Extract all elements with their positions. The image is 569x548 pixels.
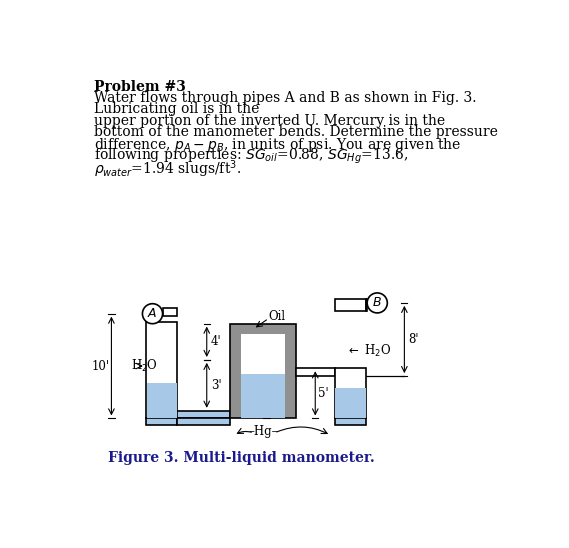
Text: 4': 4' (211, 335, 221, 349)
Bar (230, 324, 296, 419)
Text: $\rho_{water}$=1.94 slugs/ft$^3$.: $\rho_{water}$=1.94 slugs/ft$^3$. (94, 158, 242, 180)
Text: 4': 4' (270, 390, 280, 403)
Text: 3': 3' (211, 379, 221, 392)
Text: Oil: Oil (269, 310, 286, 323)
Bar (147, 383, 178, 419)
Bar (241, 374, 285, 419)
Text: –Hg–: –Hg– (249, 425, 278, 438)
Text: bottom of the manometer bends. Determine the pressure: bottom of the manometer bends. Determine… (94, 124, 498, 139)
Bar (335, 299, 366, 311)
Bar (178, 419, 230, 425)
Text: difference, $p_A - p_B$, in units of psi. You are given the: difference, $p_A - p_B$, in units of psi… (94, 136, 462, 154)
Text: 5': 5' (318, 387, 329, 400)
Bar (146, 419, 178, 425)
Bar (241, 334, 285, 419)
Text: 8': 8' (408, 333, 419, 346)
Bar (335, 419, 366, 425)
Bar (146, 322, 178, 419)
Bar (178, 410, 230, 419)
Text: 10': 10' (92, 359, 110, 373)
Circle shape (142, 304, 163, 324)
Text: Lubricating oil is in the: Lubricating oil is in the (94, 102, 260, 116)
Text: Figure 3. Multi-liquid manometer.: Figure 3. Multi-liquid manometer. (108, 451, 375, 465)
Bar (296, 368, 335, 376)
Text: $\leftarrow$ H$_2$O: $\leftarrow$ H$_2$O (347, 342, 391, 359)
Bar (335, 387, 366, 419)
Text: upper portion of the inverted U. Mercury is in the: upper portion of the inverted U. Mercury… (94, 113, 446, 128)
Bar (335, 368, 366, 419)
Text: $B$: $B$ (372, 296, 382, 310)
Text: Water flows through pipes A and B as shown in Fig. 3.: Water flows through pipes A and B as sho… (94, 91, 477, 105)
Text: H$_2$O: H$_2$O (131, 358, 158, 374)
Bar (366, 299, 367, 311)
Bar (163, 309, 178, 316)
Text: Problem #3: Problem #3 (94, 79, 186, 94)
Text: following properties: $SG_{oil}$=0.88, $SG_{Hg}$=13.6,: following properties: $SG_{oil}$=0.88, $… (94, 147, 409, 166)
Text: $A$: $A$ (147, 307, 158, 320)
Circle shape (367, 293, 387, 313)
